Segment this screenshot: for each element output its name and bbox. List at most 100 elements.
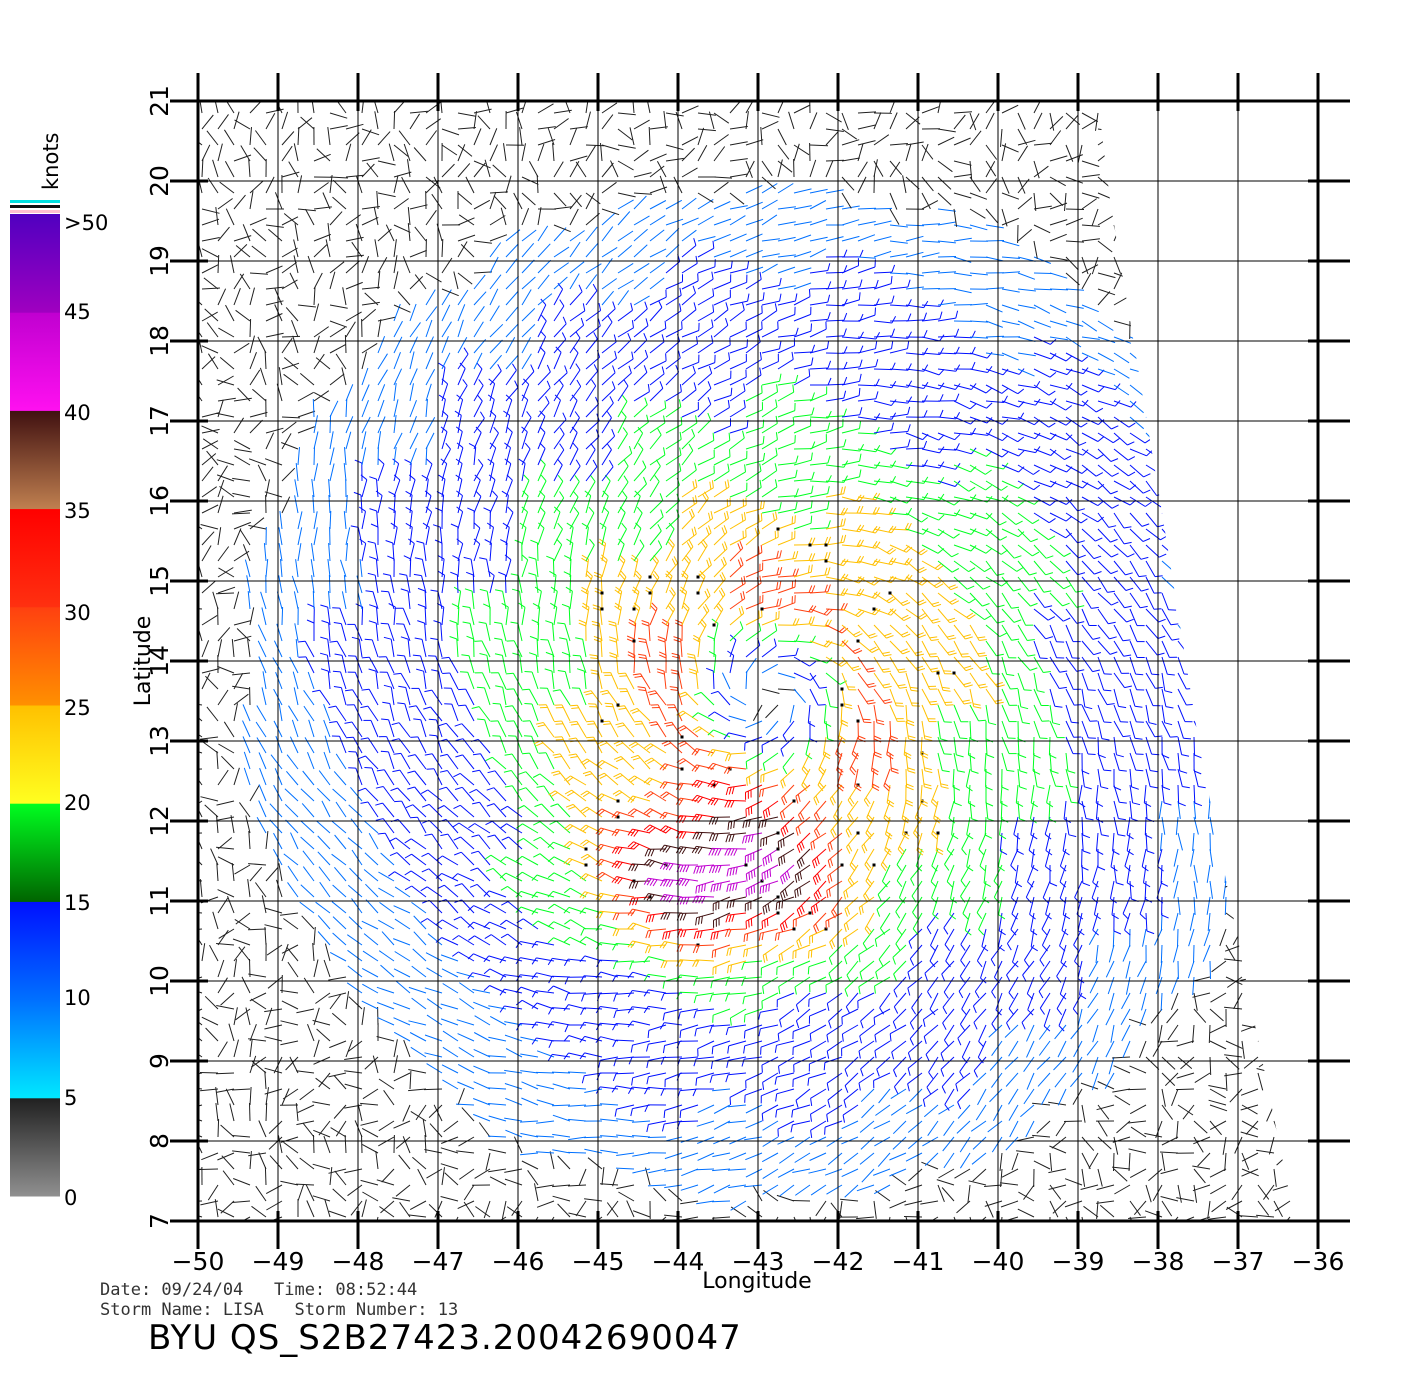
wind-barb-feather [390,787,398,792]
wind-barb [857,656,869,673]
wind-barb-feather [1026,993,1034,1000]
wind-barb-feather [554,755,562,759]
wind-barb [331,1012,347,1026]
wind-barb [970,1120,987,1132]
wind-barb [587,1216,603,1221]
wind-barb [851,736,859,755]
wind-barb [347,884,363,898]
wind-barb [1241,800,1247,819]
wind-barb [1241,1168,1259,1177]
rain-flag-marker [776,831,780,835]
wind-barb [1021,1008,1035,1023]
wind-barb [1224,880,1243,888]
wind-barb-feather [710,780,716,788]
wind-barb [727,992,747,995]
wind-barb [1193,880,1198,899]
wind-barb-feather [844,989,849,997]
wind-barb [383,1090,395,1106]
wind-barb-feather [617,672,626,675]
wind-barb [469,623,475,642]
wind-barb-feather [1060,865,1067,872]
wind-barb-feather [826,609,833,616]
wind-barb-feather [547,985,554,992]
wind-barb [730,1008,747,1019]
wind-barb-feather [487,834,495,838]
wind-barb [793,656,810,667]
wind-barb-feather [971,770,979,774]
wind-barb-feather [572,654,581,657]
wind-barb-feather [1049,882,1058,887]
wind-barb [217,586,236,594]
wind-barb-feather [630,842,637,849]
wind-barb [1063,1120,1083,1122]
wind-barb [815,1216,827,1221]
wind-barb [873,672,885,689]
wind-barb [1193,864,1198,883]
wind-barb [381,1168,395,1183]
wind-barb-feather [1194,802,1203,807]
wind-barb-feather [713,781,719,789]
wind-barb [265,559,269,578]
wind-barb-feather [306,619,315,624]
wind-barb [281,1000,299,1010]
wind-barb [440,1196,459,1202]
wind-barb-feather [998,914,1006,920]
wind-barb-feather [1059,945,1066,952]
wind-barb [877,880,891,895]
wind-barb [350,1200,363,1216]
wind-barb-feather [746,778,748,786]
wind-barb [1177,688,1187,706]
wind-barb [266,944,283,956]
wind-barb [779,1184,795,1197]
wind-barb-feather [728,914,732,923]
wind-barb-feather [815,903,819,912]
wind-barb-feather [547,921,554,928]
wind-barb-feather [711,848,716,856]
wind-barb-feather [531,891,538,899]
wind-barb-feather [704,883,706,892]
wind-barb [488,1148,507,1154]
wind-barb [536,1099,555,1106]
wind-barb [1129,1065,1147,1074]
wind-barb [465,704,475,722]
wind-barb [493,803,507,818]
wind-barb-feather [868,633,876,637]
wind-barb-feather [942,689,951,692]
wind-barb-feather [614,876,620,884]
wind-barb [539,836,555,850]
wind-barb [1017,672,1025,691]
wind-barb [312,1163,331,1170]
wind-barb [559,753,571,770]
wind-barb-feather [1052,722,1061,726]
wind-barb [1239,864,1243,883]
wind-barb-feather [745,873,748,882]
wind-barb [841,1168,859,1178]
wind-barb-feather [780,840,782,848]
wind-barb [367,737,379,754]
wind-barb-feather [998,930,1006,936]
wind-barb [536,940,555,946]
wind-barb-feather [977,960,983,968]
wind-barb [340,671,347,690]
wind-barb [995,992,1003,1011]
wind-barb-feather [949,914,957,920]
wind-barb-feather [1044,605,1053,608]
wind-barb-feather [692,726,700,732]
wind-barb [1240,1131,1259,1138]
wind-barb-feather [941,1086,946,1094]
wind-barb [504,1178,523,1186]
wind-barb [437,591,443,610]
wind-barb [877,1152,891,1167]
wind-barb-feather [1098,754,1106,759]
wind-barb [1005,1072,1019,1087]
wind-barb-feather [978,683,986,686]
wind-barb-feather [847,879,853,887]
wind-barb [1166,1008,1179,1024]
wind-barb [488,1103,507,1106]
wind-barb-feather [795,796,799,804]
wind-barb [552,1083,571,1090]
wind-barb [985,640,997,656]
wind-barb-feather [691,748,697,756]
wind-barb [348,804,363,818]
wind-barb-feather [617,847,623,855]
